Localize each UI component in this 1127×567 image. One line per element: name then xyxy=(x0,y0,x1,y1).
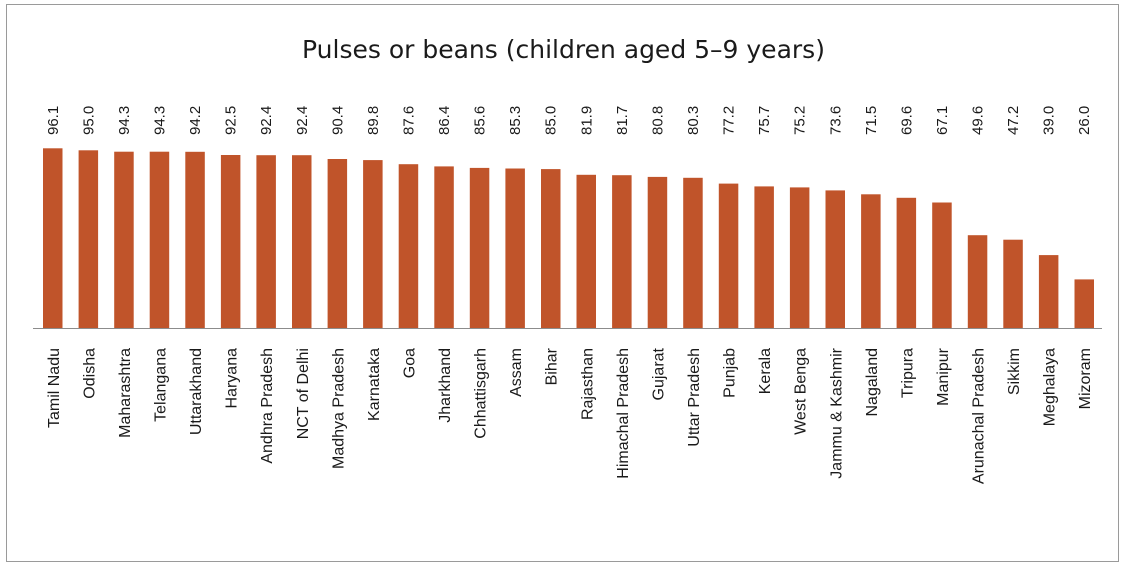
category-label: West Benga xyxy=(793,348,810,435)
bar-uttar-pradesh xyxy=(683,177,703,328)
value-label: 81.7 xyxy=(614,106,631,135)
bar-tamil-nadu xyxy=(43,148,63,328)
bar-tripura xyxy=(896,197,917,328)
value-label: 94.2 xyxy=(187,106,204,135)
value-label: 94.3 xyxy=(116,106,133,135)
category-label: Tripura xyxy=(899,348,916,398)
value-label: 49.6 xyxy=(970,106,987,135)
bar-rajasthan xyxy=(576,174,596,328)
bar-assam xyxy=(505,168,525,328)
value-label: 85.6 xyxy=(472,106,489,135)
value-label: 92.4 xyxy=(294,106,311,135)
bar-sikkim xyxy=(1003,239,1023,328)
category-label: Tamil Nadu xyxy=(46,348,63,428)
value-label: 90.4 xyxy=(329,106,346,135)
value-label: 80.8 xyxy=(649,106,666,135)
value-label: 92.5 xyxy=(223,106,240,135)
chart-frame: Pulses or beans (children aged 5–9 years… xyxy=(6,4,1119,562)
value-label: 86.4 xyxy=(436,106,453,135)
value-label: 73.6 xyxy=(827,106,844,135)
value-label: 95.0 xyxy=(80,106,97,135)
category-label: Uttarakhand xyxy=(188,348,205,435)
bar-punjab xyxy=(718,183,739,328)
bar-mizoram xyxy=(1074,279,1094,328)
bar-uttarakhand xyxy=(185,151,205,328)
category-label: Gujarat xyxy=(650,347,667,400)
value-label: 26.0 xyxy=(1076,106,1093,135)
bar-bihar xyxy=(541,169,561,328)
value-label: 80.3 xyxy=(685,106,702,135)
category-label: Meghalaya xyxy=(1042,348,1059,426)
category-label: Andhra Pradesh xyxy=(259,348,276,464)
bar-madhya-pradesh xyxy=(327,159,348,328)
value-label: 69.6 xyxy=(898,106,915,135)
value-label: 87.6 xyxy=(401,106,418,135)
bar-himachal-pradesh xyxy=(612,175,632,328)
bar-nct-of-delhi xyxy=(292,155,312,328)
bar-jammu-kashmir xyxy=(825,190,845,328)
value-label: 39.0 xyxy=(1041,106,1058,135)
bar-nagaland xyxy=(861,194,881,328)
bar-odisha xyxy=(78,150,99,328)
category-label: Nagaland xyxy=(864,348,881,417)
category-label: Uttar Pradesh xyxy=(686,348,703,447)
category-label: Chhattisgarh xyxy=(473,348,490,439)
bar-arunachal-pradesh xyxy=(967,235,988,328)
category-label: Rajasthan xyxy=(579,348,596,420)
category-label: Bihar xyxy=(544,347,561,385)
value-label: 85.3 xyxy=(507,106,524,135)
bar-maharashtra xyxy=(114,151,134,328)
value-label: 81.9 xyxy=(578,106,595,135)
category-label: Jharkhand xyxy=(437,348,454,423)
bar-karnataka xyxy=(363,160,383,328)
value-label: 92.4 xyxy=(258,106,275,135)
value-label: 75.7 xyxy=(756,106,773,135)
category-label: Punjab xyxy=(722,348,739,398)
category-label: Manipur xyxy=(935,347,952,405)
value-label: 85.0 xyxy=(543,106,560,135)
value-label: 94.3 xyxy=(152,106,169,135)
category-label: Haryana xyxy=(224,348,241,409)
bar-manipur xyxy=(932,202,952,328)
category-label: Mizoram xyxy=(1077,348,1094,409)
bar-meghalaya xyxy=(1038,255,1059,328)
bar-gujarat xyxy=(647,176,668,328)
category-label: Goa xyxy=(402,348,419,378)
chart-title: Pulses or beans (children aged 5–9 years… xyxy=(302,35,825,64)
category-label: Jammu & Kashmir xyxy=(828,347,845,478)
category-label: Telangana xyxy=(153,348,170,422)
bar-goa xyxy=(398,164,419,328)
category-label: Himachal Pradesh xyxy=(615,348,632,479)
value-label: 67.1 xyxy=(934,106,951,135)
category-label: Madhya Pradesh xyxy=(330,348,347,469)
value-label: 89.8 xyxy=(365,106,382,135)
value-label: 47.2 xyxy=(1005,106,1022,135)
category-label: Sikkim xyxy=(1006,348,1023,395)
bar-haryana xyxy=(220,155,241,328)
value-label: 75.2 xyxy=(792,106,809,135)
bar-telangana xyxy=(149,151,170,328)
bar-kerala xyxy=(754,186,774,328)
category-label: Karnataka xyxy=(366,348,383,421)
bar-jharkhand xyxy=(434,166,454,328)
category-label: Arunachal Pradesh xyxy=(971,348,988,484)
bar-andhra-pradesh xyxy=(256,155,276,328)
bar-chart: 96.1 95.0 94.3 94.3 94.2 92.5 92.4 92.4 90.4 89.8… xyxy=(33,106,1102,484)
bar-chhattisgarh xyxy=(469,167,490,328)
category-label: Kerala xyxy=(757,348,774,394)
value-label: 96.1 xyxy=(45,106,62,135)
category-label: Assam xyxy=(508,348,525,397)
value-label: 71.5 xyxy=(863,106,880,135)
category-label: Odisha xyxy=(81,348,98,399)
bar-west-benga xyxy=(789,187,810,328)
category-label: Maharashtra xyxy=(117,348,134,438)
value-label: 77.2 xyxy=(721,106,738,135)
category-label: NCT of Delhi xyxy=(295,348,312,439)
